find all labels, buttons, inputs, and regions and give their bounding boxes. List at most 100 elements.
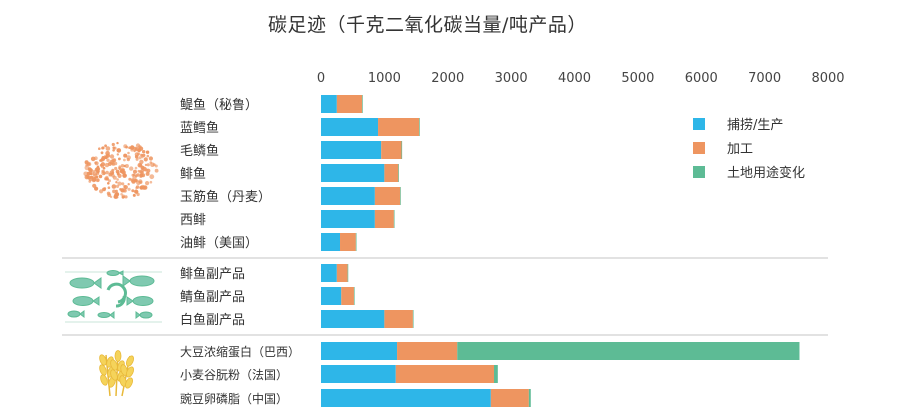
fish-dot (111, 142, 115, 147)
bar-segment (381, 141, 402, 159)
category-label: 小麦谷朊粉（法国） (180, 368, 288, 382)
x-tick-label: 6000 (685, 71, 718, 86)
fish-dot (100, 162, 106, 167)
fish-dot (142, 150, 146, 154)
bar-segment (374, 187, 401, 205)
legend-swatch (693, 166, 705, 178)
bar-segment (494, 365, 498, 383)
bar-segment (321, 310, 385, 328)
fish-dot (133, 169, 137, 174)
x-tick-label: 3000 (495, 71, 528, 86)
group-separators (62, 257, 828, 336)
fish-dot (118, 157, 121, 161)
bar-segment (321, 164, 385, 182)
fish-dot (112, 149, 115, 152)
fish-dot (139, 173, 143, 177)
fish-dot (108, 172, 113, 177)
chart-title: 碳足迹（千克二氧化碳当量/吨产品） (268, 14, 587, 36)
fish-dot (146, 154, 150, 158)
fish-dot (139, 185, 144, 190)
fish-dot (134, 147, 139, 152)
fish-dot (90, 156, 96, 162)
category-label: 油鲱（美国） (180, 236, 258, 251)
bar-segment (378, 118, 420, 136)
bar-segment (341, 287, 354, 305)
x-tick-label: 1000 (368, 71, 401, 86)
category-label: 鲭鱼副产品 (180, 289, 245, 305)
fish-dot (118, 167, 122, 171)
fish-dot (117, 173, 122, 178)
fish-dot (121, 182, 125, 186)
fish-dot (124, 195, 128, 199)
fish-dot (107, 186, 111, 189)
fish-dot (98, 174, 103, 179)
fish-dot (134, 166, 138, 170)
fish-dot (101, 146, 104, 150)
fish-dot (105, 170, 109, 175)
bars (321, 95, 800, 407)
fish-dot (84, 160, 89, 165)
legend-label: 加工 (727, 142, 753, 157)
bar-segment (321, 287, 342, 305)
fish-dot (149, 174, 155, 180)
fish-dot (123, 153, 128, 158)
fish-dot (102, 171, 106, 175)
fish-dot (116, 153, 120, 156)
fish-dot (115, 184, 120, 188)
fish-dot (132, 193, 136, 197)
fish-dot (93, 171, 98, 176)
bar-segment (321, 187, 375, 205)
bar-segment (347, 264, 349, 282)
wheat-icon (99, 350, 134, 397)
fish-dot (133, 149, 136, 153)
category-label: 毛鳞鱼 (180, 143, 219, 159)
bar-segment (321, 233, 341, 251)
fish-dot (104, 144, 107, 148)
fish-dot (104, 176, 108, 181)
fish-dot (91, 178, 96, 183)
fish-dot (128, 177, 132, 181)
fish-dot (123, 164, 126, 168)
fish-byproduct-icon (65, 270, 162, 323)
fish-dot (140, 153, 144, 157)
fish-dot (106, 158, 110, 162)
fish-dot (145, 150, 150, 154)
bar-segment (321, 264, 337, 282)
bar-segment (336, 264, 348, 282)
fish-dot (138, 179, 143, 184)
x-tick-label: 5000 (621, 71, 654, 86)
fish-dot (127, 187, 131, 191)
bar-segment (340, 233, 356, 251)
fish-dot (123, 158, 126, 162)
fish-dot (131, 189, 135, 193)
fish-dot (92, 183, 97, 188)
fish-dot (143, 157, 148, 162)
fish-dot (122, 168, 125, 171)
category-label: 鳀鱼（秘鲁） (180, 97, 258, 113)
bar-segment (321, 141, 382, 159)
fish-dot (143, 185, 148, 190)
bar-segment (419, 118, 420, 136)
bar-segment (412, 310, 414, 328)
fish-dot (109, 154, 115, 159)
fish-dot (123, 144, 128, 149)
fish-dot (121, 195, 125, 199)
bar-segment (384, 164, 399, 182)
fish-dot (116, 141, 119, 145)
category-label: 白鱼副产品 (180, 312, 245, 328)
fish-dot (135, 186, 138, 190)
fish-dot (112, 189, 116, 194)
bar-segment (457, 342, 800, 360)
category-label: 鲱鱼副产品 (180, 266, 245, 282)
fish-dot (134, 152, 140, 157)
fish-dot (109, 195, 113, 199)
fish-dot (87, 162, 91, 166)
fish-dot (120, 193, 123, 196)
fish-dot (94, 176, 98, 179)
bar-segment (395, 365, 495, 383)
bar-segment (321, 342, 398, 360)
fish-dot (154, 164, 158, 168)
bar-segment (321, 365, 396, 383)
fish-dot (148, 156, 153, 161)
